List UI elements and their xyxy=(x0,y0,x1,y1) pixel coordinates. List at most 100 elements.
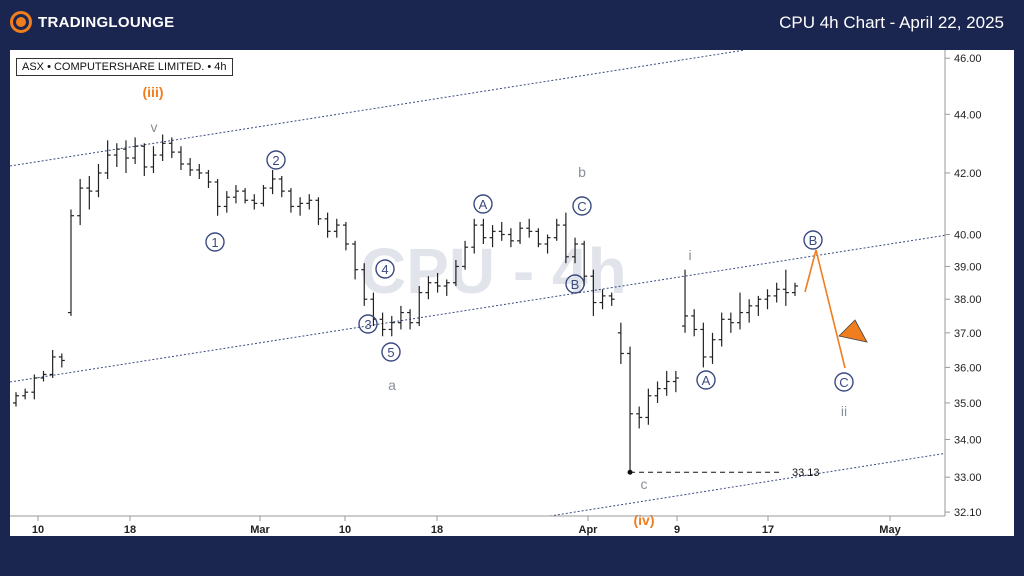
ohlc-bar xyxy=(452,259,459,287)
ohlc-bar xyxy=(562,212,569,264)
ohlc-bar xyxy=(517,221,524,245)
y-tick-label: 35.00 xyxy=(954,398,982,410)
ohlc-bar xyxy=(718,312,725,347)
channel-line xyxy=(10,50,746,167)
wave-text: 5 xyxy=(387,345,394,360)
ohlc-bar xyxy=(122,140,129,173)
ohlc-bar xyxy=(654,381,661,403)
wave-text: v xyxy=(151,119,158,135)
ohlc-bar xyxy=(159,134,166,162)
wave-text: A xyxy=(479,197,488,212)
x-tick-label: 10 xyxy=(339,524,351,536)
wave-circle xyxy=(375,259,395,279)
wave-label: C xyxy=(572,196,592,216)
ohlc-bar xyxy=(196,163,203,179)
wave-circle xyxy=(803,230,823,250)
wave-label: 4 xyxy=(375,259,395,279)
ohlc-bar xyxy=(526,218,533,238)
ohlc-bar xyxy=(544,234,551,254)
wave-circle xyxy=(565,274,585,294)
wave-text: i xyxy=(688,247,691,263)
y-tick-label: 33.00 xyxy=(954,472,982,484)
wave-label: c xyxy=(641,476,648,492)
ohlc-bar xyxy=(608,292,615,306)
y-tick-label: 36.00 xyxy=(954,362,982,374)
ohlc-bar xyxy=(361,263,368,306)
ohlc-bar xyxy=(700,322,707,368)
ohlc-bar xyxy=(581,240,588,287)
ohlc-bar xyxy=(691,309,698,337)
price-level-label: 33.13 xyxy=(792,467,820,479)
y-tick-label: 46.00 xyxy=(954,53,982,65)
ohlc-bar xyxy=(187,158,194,176)
ohlc-bar xyxy=(443,279,450,296)
wave-circle xyxy=(572,196,592,216)
ohlc-bar xyxy=(104,140,111,179)
wave-label: b xyxy=(578,164,586,180)
wave-circle xyxy=(205,232,225,252)
ohlc-bar xyxy=(663,370,670,396)
logo-text: TRADINGLOUNGE xyxy=(38,13,175,31)
wave-label: C xyxy=(834,372,854,392)
x-tick-label: 17 xyxy=(762,524,774,536)
wave-text: B xyxy=(809,233,818,248)
wave-text: A xyxy=(702,373,711,388)
ohlc-bar xyxy=(269,169,276,195)
wave-circle xyxy=(473,194,493,214)
price-chart: CPU - 4h 33.13 (iii) v 1 2 3 4 5 a Ab C Bc (iv) i A B C… xyxy=(10,50,982,536)
wave-label: A xyxy=(696,370,716,390)
wave-text: 1 xyxy=(211,235,218,250)
channel-line xyxy=(10,234,945,383)
wave-text: c xyxy=(641,476,648,492)
ohlc-bar xyxy=(764,289,771,310)
ohlc-bar xyxy=(49,350,56,378)
ohlc-bar xyxy=(95,163,102,198)
ohlc-bar xyxy=(388,315,395,337)
watermark: CPU - 4h xyxy=(360,235,627,307)
y-tick-label: 42.00 xyxy=(954,168,982,180)
wave-text: C xyxy=(839,375,848,390)
ohlc-bar xyxy=(434,272,441,293)
ohlc-bar xyxy=(31,374,38,400)
y-tick-label: 40.00 xyxy=(954,230,982,242)
ohlc-bar xyxy=(407,309,414,330)
ohlc-bar xyxy=(40,370,47,382)
ohlc-bar xyxy=(627,346,634,474)
y-tick-label: 44.00 xyxy=(954,109,982,121)
x-tick-label: 9 xyxy=(674,524,680,536)
ohlc-bar xyxy=(315,197,322,226)
ohlc-bar xyxy=(242,188,249,204)
ohlc-bar xyxy=(177,146,184,170)
ohlc-bar xyxy=(287,188,294,213)
wave-text: (iii) xyxy=(143,84,164,100)
y-tick-label: 32.10 xyxy=(954,507,982,519)
wave-text: 3 xyxy=(364,317,371,332)
wave-label: i xyxy=(688,247,691,263)
ohlc-bar xyxy=(333,218,340,238)
ohlc-bar xyxy=(22,388,29,400)
wave-label: 1 xyxy=(205,232,225,252)
ohlc-bar xyxy=(507,228,514,248)
wave-text: B xyxy=(571,277,580,292)
ohlc-bar xyxy=(755,295,762,316)
ohlc-bar xyxy=(342,221,349,251)
wave-label: a xyxy=(388,377,396,393)
ohlc-bar xyxy=(480,218,487,245)
ohlc-bar xyxy=(67,209,74,316)
ohlc-bar xyxy=(462,240,469,270)
wave-text: C xyxy=(577,199,586,214)
projection-path xyxy=(804,249,846,369)
ohlc-bar xyxy=(58,353,65,368)
symbol-label: ASX • COMPUTERSHARE LIMITED. • 4h xyxy=(16,58,233,76)
logo-icon xyxy=(10,11,32,33)
y-tick-label: 38.00 xyxy=(954,294,982,306)
ohlc-bar xyxy=(727,312,734,333)
ohlc-bar xyxy=(278,175,285,198)
x-tick-label: Apr xyxy=(579,524,599,536)
projection-arrow xyxy=(838,319,868,343)
wave-text: b xyxy=(578,164,586,180)
wave-label: B xyxy=(565,274,585,294)
ohlc-bar xyxy=(425,276,432,300)
wave-label: v xyxy=(151,119,158,135)
tradinglounge-logo: TRADINGLOUNGE xyxy=(10,11,174,33)
